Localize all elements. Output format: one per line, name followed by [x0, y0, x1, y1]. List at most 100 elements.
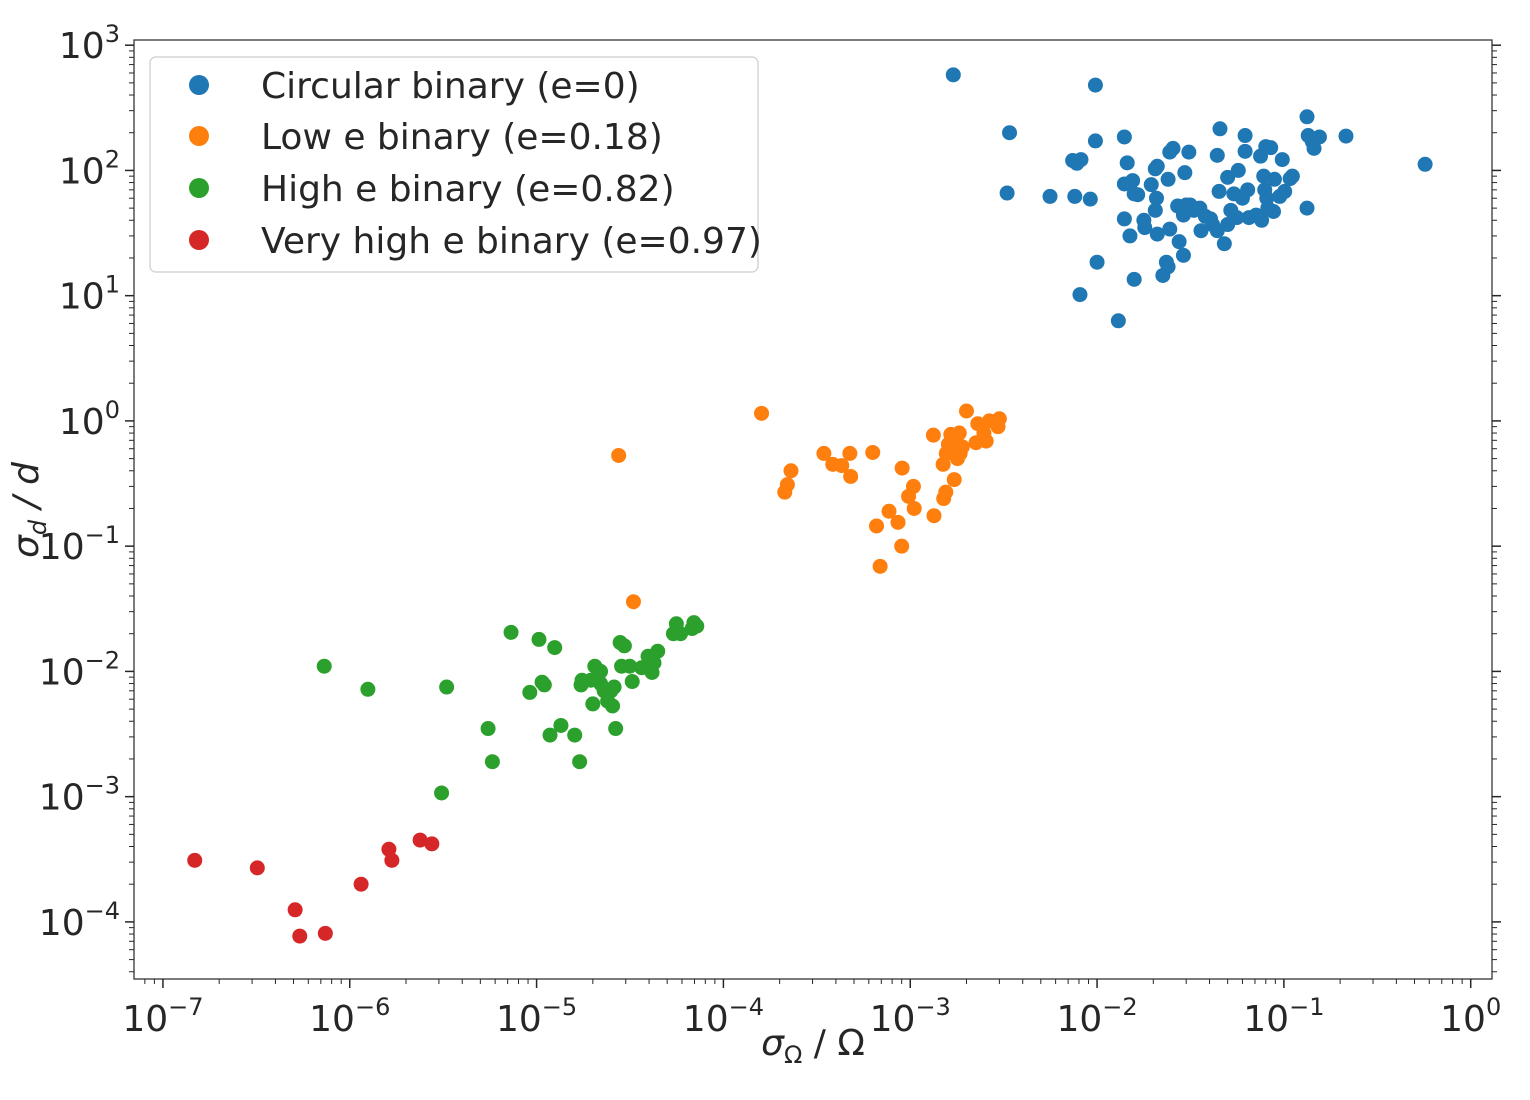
data-point: [894, 460, 910, 476]
data-point: [522, 684, 538, 700]
data-point: [650, 643, 666, 659]
data-point: [978, 433, 994, 449]
data-point: [1311, 129, 1327, 145]
data-point: [1042, 188, 1058, 204]
y-tick-label: 103: [59, 20, 120, 67]
data-point: [1149, 158, 1165, 174]
data-point: [1126, 271, 1142, 287]
data-point: [1277, 183, 1293, 199]
data-point: [925, 427, 941, 443]
data-point: [689, 618, 705, 634]
data-point: [1299, 109, 1315, 125]
data-point: [1073, 152, 1089, 168]
data-point: [1338, 128, 1354, 144]
data-point: [434, 785, 450, 801]
data-point: [865, 444, 881, 460]
data-point: [1177, 165, 1193, 181]
legend-item-low-e: Low e binary (e=0.18): [189, 117, 663, 158]
data-point: [1160, 259, 1176, 275]
data-point: [606, 679, 622, 695]
legend-frame: [149, 56, 759, 273]
data-point: [1263, 140, 1279, 156]
data-point: [624, 674, 640, 690]
series-0: [945, 67, 1433, 329]
data-point: [1067, 188, 1083, 204]
data-point: [1306, 140, 1322, 156]
x-tick-label: 10−1: [1243, 993, 1324, 1040]
data-point: [951, 425, 967, 441]
data-point: [834, 458, 850, 474]
data-point: [1237, 143, 1253, 159]
data-point: [503, 624, 519, 640]
data-point: [287, 902, 303, 918]
data-point: [1089, 254, 1105, 270]
y-axis-label: σd / d: [6, 461, 52, 558]
data-point: [1417, 156, 1433, 172]
data-point: [991, 411, 1007, 427]
x-tick-label: 10−4: [683, 993, 764, 1040]
data-point: [384, 852, 400, 868]
data-point: [292, 928, 308, 944]
data-point: [1266, 171, 1282, 187]
data-point: [1087, 77, 1103, 93]
data-point: [1087, 133, 1103, 149]
data-point: [894, 538, 910, 554]
data-point: [1130, 187, 1146, 203]
y-tick-label: 102: [59, 145, 120, 192]
data-point: [1002, 125, 1018, 141]
legend-label-low-e: Low e binary (e=0.18): [261, 117, 663, 158]
data-point: [646, 655, 662, 671]
data-point: [1110, 313, 1126, 329]
data-point: [424, 836, 440, 852]
y-tick-label: 10−2: [39, 646, 120, 693]
legend-label-very-high-e: Very high e binary (e=0.97): [261, 221, 762, 262]
data-point: [843, 468, 859, 484]
data-point: [1230, 162, 1246, 178]
data-point: [360, 681, 376, 697]
data-point: [616, 638, 632, 654]
data-point: [1212, 121, 1228, 137]
data-point: [412, 832, 428, 848]
x-axis-label: σΩ / Ω: [761, 1023, 865, 1069]
data-point: [187, 852, 203, 868]
data-point: [1266, 203, 1282, 219]
data-point: [779, 477, 795, 493]
data-point: [1299, 200, 1315, 216]
data-point: [938, 484, 954, 500]
data-point: [1211, 183, 1227, 199]
data-point: [1122, 228, 1138, 244]
legend-marker-circular: [189, 75, 209, 95]
data-point: [890, 514, 906, 530]
data-point: [317, 925, 333, 941]
legend-label-circular: Circular binary (e=0): [261, 66, 640, 107]
data-point: [567, 727, 583, 743]
legend-item-high-e: High e binary (e=0.82): [189, 169, 675, 210]
data-point: [926, 508, 942, 524]
data-point: [1137, 220, 1153, 236]
data-point: [585, 696, 601, 712]
y-tick-label: 100: [59, 396, 120, 443]
data-point: [536, 677, 552, 693]
data-point: [353, 876, 369, 892]
data-point: [881, 503, 897, 519]
data-point: [1143, 177, 1159, 193]
data-point: [754, 405, 770, 421]
data-point: [945, 67, 961, 83]
data-point: [625, 594, 641, 610]
data-point: [1125, 173, 1141, 189]
data-point: [958, 403, 974, 419]
data-point: [1193, 223, 1209, 239]
data-point: [1284, 168, 1300, 184]
data-point: [872, 558, 888, 574]
x-tick-label: 10−3: [870, 993, 951, 1040]
x-axis-ticks: 10−7 10−6 10−5 10−4 10−3 10−2 10−1 100: [122, 979, 1501, 1040]
data-point: [1181, 144, 1197, 160]
legend-marker-very-high-e: [189, 230, 209, 250]
data-point: [1209, 147, 1225, 163]
legend-marker-low-e: [189, 126, 209, 146]
legend: Circular binary (e=0) Low e binary (e=0.…: [149, 56, 762, 273]
data-point: [480, 721, 496, 737]
data-point: [611, 447, 627, 463]
data-point: [316, 658, 332, 674]
data-point: [553, 717, 569, 733]
